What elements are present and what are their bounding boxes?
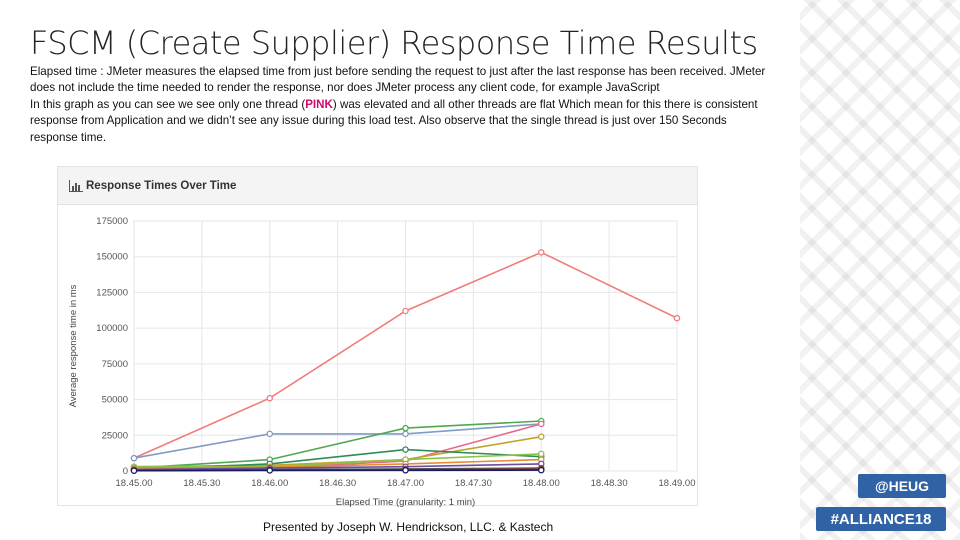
series-line-3 [133,420,542,469]
y-tick-label: 125000 [96,287,128,298]
data-point [266,467,273,474]
decorative-pattern-strip [800,0,960,540]
response-times-chart: 0 25000 50000 75000 100000 125000 150000 175000… [68,216,696,507]
y-tick-label: 25000 [102,430,128,441]
data-point [130,454,138,462]
data-point [537,420,545,428]
y-axis-label: Average response time in ms [68,284,79,407]
bar-chart-icon [69,180,83,192]
x-tick-label: 18.47.30 [455,478,492,489]
data-point [402,424,409,432]
y-tick-label: 50000 [102,395,128,406]
data-point [673,314,681,322]
data-point [402,446,409,453]
y-tick-label: 75000 [102,359,128,370]
data-point [402,467,409,474]
data-point [537,433,545,440]
slide-title: FSCM (Create Supplier) Response Time Res… [30,24,758,62]
data-point [266,430,273,438]
y-tick-label: 150000 [96,252,128,263]
x-tick-label: 18.45.30 [183,478,220,489]
body-paragraph-2-end: ) was elevated and all other threads are… [30,97,758,144]
data-point [130,467,138,474]
series-line-8 [133,458,542,469]
y-tick-label: 0 [123,466,128,477]
x-tick-label: 18.48.30 [591,478,628,489]
heug-badge: @HEUG [858,474,946,498]
data-point [537,249,545,256]
data-point [402,430,409,438]
x-tick-label: 18.45.00 [116,478,153,489]
y-tick-label: 175000 [96,216,128,227]
footer-credit: Presented by Joseph W. Hendrickson, LLC.… [263,520,554,534]
x-tick-label: 18.48.00 [523,478,560,489]
data-point [537,466,545,474]
body-paragraph-2-start: In this graph as you can see we see only… [30,97,306,111]
data-point [537,450,545,458]
x-tick-label: 18.47.00 [387,478,424,489]
alliance-badge: #ALLIANCE18 [816,507,946,531]
series-line-7 [134,453,542,468]
chart-panel: Response Times Over Time 0 25000 50000 7500… [57,166,698,507]
body-paragraph-2: In this graph as you can see we see only… [30,97,770,146]
series-line-2 [133,423,542,459]
chart-header: Response Times Over Time [58,167,697,205]
pink-highlight: PINK [305,97,333,111]
x-axis-label: Elapsed Time (granularity: 1 min) [336,497,475,507]
y-tick-label: 100000 [96,323,128,334]
data-point [266,394,273,402]
data-point [402,307,409,315]
x-tick-label: 18.49.00 [659,478,696,489]
body-paragraph-1: Elapsed time : JMeter measures the elaps… [30,65,766,95]
chart-title: Response Times Over Time [86,180,237,192]
series-line-12 [133,469,542,472]
x-tick-label: 18.46.00 [251,478,288,489]
slide-body: Elapsed time : JMeter measures the elaps… [30,64,770,146]
x-tick-label: 18.46.30 [319,478,356,489]
series-line-9 [133,463,542,471]
